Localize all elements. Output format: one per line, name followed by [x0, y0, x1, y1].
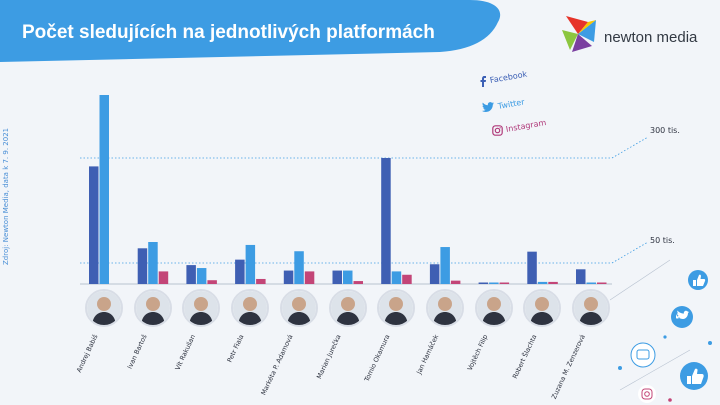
page-title: Počet sledujících na jednotlivých platfo…	[22, 22, 435, 43]
chart-legend: Facebook Twitter Instagram	[478, 70, 588, 140]
bar-instagram	[207, 280, 217, 284]
bar-facebook	[429, 264, 440, 284]
avatar	[377, 289, 416, 327]
bar-facebook	[137, 248, 148, 284]
bar-facebook	[186, 265, 196, 284]
chat-bubble-icon	[630, 342, 656, 368]
reference-label-50k: 50 tis.	[650, 236, 675, 245]
bar-facebook	[235, 259, 245, 284]
header-banner	[0, 0, 501, 62]
bar-twitter	[440, 247, 450, 284]
bar-twitter	[391, 271, 402, 284]
bar-twitter	[586, 282, 596, 284]
bar-twitter	[343, 270, 353, 284]
avatar	[425, 289, 464, 327]
bar-twitter	[294, 251, 304, 284]
bar-instagram	[548, 281, 558, 284]
avatar	[572, 289, 610, 327]
logo-text: newton media	[604, 29, 698, 46]
bar-instagram	[499, 282, 510, 284]
bar-facebook	[576, 269, 586, 284]
bar-twitter	[99, 95, 109, 284]
bar-instagram	[597, 282, 607, 284]
avatar	[279, 289, 318, 327]
bar-instagram	[304, 271, 315, 284]
avatar	[182, 289, 221, 327]
avatar	[231, 289, 270, 327]
bar-facebook	[283, 270, 294, 284]
facebook-icon	[480, 76, 486, 87]
source-note: Zdroj: Newton Media, data k 7. 9. 2021	[2, 127, 10, 265]
bar-twitter	[245, 244, 256, 284]
bar-twitter	[148, 242, 158, 284]
avatar	[523, 289, 562, 327]
thumbs-up-icon	[688, 270, 708, 290]
bar-twitter	[196, 268, 207, 284]
thumbs-up-large-icon	[680, 362, 708, 390]
twitter-icon	[482, 102, 494, 112]
reference-label-300k: 300 tis.	[650, 126, 680, 135]
bar-instagram	[256, 278, 266, 284]
bar-instagram	[402, 274, 412, 284]
bar-instagram	[158, 271, 169, 284]
bar-facebook	[527, 251, 537, 284]
avatar	[328, 289, 367, 327]
social-icons-decoration	[610, 259, 712, 403]
bar-twitter	[489, 282, 499, 284]
newton-media-logo	[562, 16, 596, 52]
reference-line-300k-ext	[611, 136, 649, 159]
instagram-icon	[492, 125, 503, 136]
bar-facebook	[381, 158, 391, 284]
bar-instagram	[450, 280, 461, 284]
bar-facebook	[332, 270, 342, 284]
bar-twitter	[537, 281, 548, 284]
avatar	[474, 289, 513, 327]
bar-facebook	[478, 282, 489, 284]
bar-facebook	[89, 166, 99, 284]
twitter-bubble-icon	[671, 306, 693, 328]
avatar	[133, 289, 172, 327]
avatar	[85, 289, 123, 327]
instagram-decoration-icon	[638, 385, 656, 403]
bar-instagram	[353, 281, 363, 284]
